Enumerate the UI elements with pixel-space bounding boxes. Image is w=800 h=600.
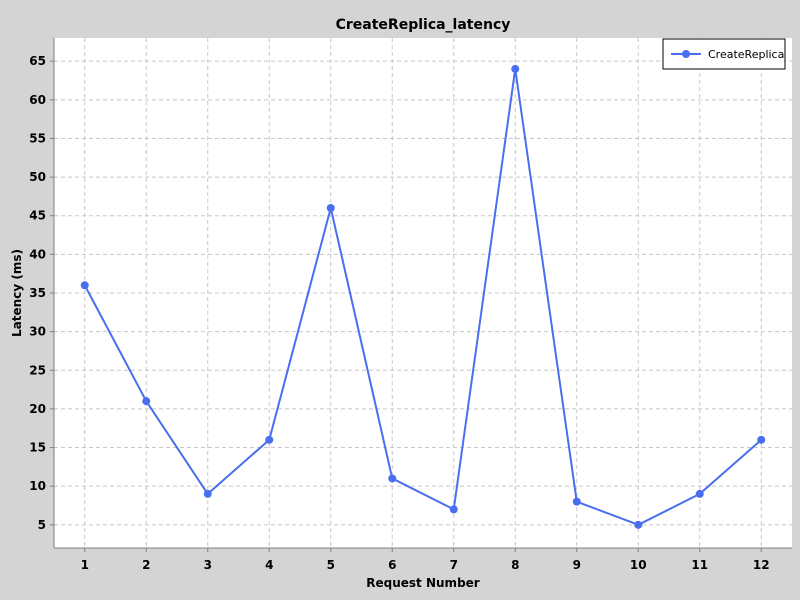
x-tick-label: 11 — [691, 558, 708, 572]
x-tick-label: 12 — [753, 558, 770, 572]
y-tick-label: 65 — [29, 54, 46, 68]
plot-area — [54, 38, 792, 548]
data-point — [695, 489, 704, 498]
grid — [54, 38, 792, 548]
data-point — [572, 497, 581, 506]
y-tick-label: 30 — [29, 325, 46, 339]
legend-label: CreateReplica — [708, 48, 784, 61]
y-tick-label: 55 — [29, 131, 46, 145]
data-point — [757, 435, 766, 444]
data-point — [511, 64, 520, 73]
y-axis-label: Latency (ms) — [10, 249, 24, 337]
y-tick-label: 15 — [29, 441, 46, 455]
data-point — [80, 281, 89, 290]
x-tick-label: 8 — [511, 558, 519, 572]
x-axis-label: Request Number — [366, 576, 480, 590]
data-point — [449, 505, 458, 514]
y-tick-label: 25 — [29, 363, 46, 377]
y-tick-label: 35 — [29, 286, 46, 300]
x-tick-label: 9 — [573, 558, 581, 572]
x-tick-label: 6 — [388, 558, 396, 572]
legend: CreateReplica — [662, 38, 786, 70]
axes — [50, 38, 792, 552]
y-tick-label: 60 — [29, 93, 46, 107]
x-tick-label: 5 — [327, 558, 335, 572]
x-tick-label: 1 — [81, 558, 89, 572]
data-point — [634, 520, 643, 529]
series-line — [83, 67, 762, 526]
data-point — [265, 435, 274, 444]
x-tick-label: 7 — [450, 558, 458, 572]
y-tick-label: 50 — [29, 170, 46, 184]
legend-point-marker — [682, 50, 690, 58]
y-tick-label: 45 — [29, 209, 46, 223]
x-tick-labels: 1 2 3 4 5 6 7 8 9 10 11 12 — [81, 558, 770, 572]
data-point — [142, 397, 151, 406]
y-tick-label: 10 — [29, 479, 46, 493]
data-point — [388, 474, 397, 483]
y-tick-label: 5 — [38, 518, 46, 532]
data-point — [326, 204, 335, 212]
x-tick-label: 3 — [204, 558, 212, 572]
series-group — [80, 64, 766, 529]
x-tick-label: 4 — [265, 558, 273, 572]
x-tick-label: 2 — [142, 558, 150, 572]
y-tick-label: 40 — [29, 247, 46, 261]
y-tick-label: 20 — [29, 402, 46, 416]
data-point — [203, 489, 212, 498]
y-tick-labels: 5 10 15 20 25 30 35 40 45 50 55 60 65 — [29, 54, 46, 532]
x-tick-label: 10 — [630, 558, 647, 572]
chart-title: CreateReplica_latency — [336, 17, 511, 33]
